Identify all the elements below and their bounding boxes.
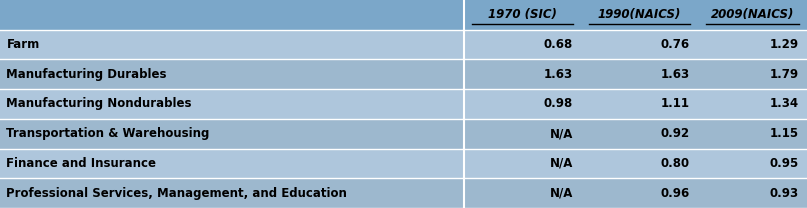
Text: Finance and Insurance: Finance and Insurance: [6, 157, 157, 170]
Text: 1.34: 1.34: [770, 98, 799, 110]
Text: 0.68: 0.68: [544, 38, 573, 51]
Text: Professional Services, Management, and Education: Professional Services, Management, and E…: [6, 187, 347, 200]
Text: 1990(NAICS): 1990(NAICS): [598, 8, 681, 21]
Text: N/A: N/A: [550, 157, 573, 170]
Text: 0.95: 0.95: [770, 157, 799, 170]
FancyBboxPatch shape: [0, 59, 807, 89]
FancyBboxPatch shape: [0, 0, 807, 30]
FancyBboxPatch shape: [0, 119, 807, 149]
Text: Manufacturing Durables: Manufacturing Durables: [6, 68, 167, 81]
Text: 0.93: 0.93: [770, 187, 799, 200]
Text: 1.11: 1.11: [661, 98, 690, 110]
Text: 0.92: 0.92: [661, 127, 690, 140]
FancyBboxPatch shape: [0, 89, 807, 119]
Text: 0.98: 0.98: [544, 98, 573, 110]
FancyBboxPatch shape: [0, 149, 807, 178]
Text: 0.80: 0.80: [661, 157, 690, 170]
Text: 1.79: 1.79: [770, 68, 799, 81]
Text: Transportation & Warehousing: Transportation & Warehousing: [6, 127, 210, 140]
Text: 2009(NAICS): 2009(NAICS): [711, 8, 794, 21]
Text: N/A: N/A: [550, 187, 573, 200]
Text: 1.63: 1.63: [544, 68, 573, 81]
Text: 0.76: 0.76: [661, 38, 690, 51]
Text: 0.96: 0.96: [661, 187, 690, 200]
Text: 1970 (SIC): 1970 (SIC): [488, 8, 557, 21]
Text: 1.29: 1.29: [770, 38, 799, 51]
FancyBboxPatch shape: [0, 178, 807, 208]
Text: Manufacturing Nondurables: Manufacturing Nondurables: [6, 98, 192, 110]
FancyBboxPatch shape: [0, 30, 807, 59]
Text: 1.15: 1.15: [770, 127, 799, 140]
Text: Farm: Farm: [6, 38, 40, 51]
Text: N/A: N/A: [550, 127, 573, 140]
Text: 1.63: 1.63: [661, 68, 690, 81]
